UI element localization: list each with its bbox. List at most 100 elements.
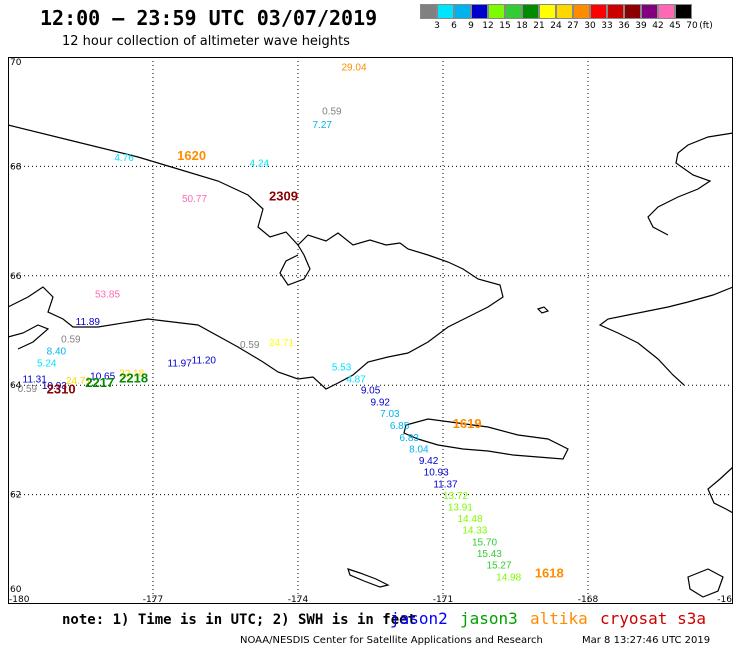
wave-height-map: -180 -177 -174 -171 -168 -16 70 68 66 64 62 60 29.… xyxy=(8,57,733,604)
wave-height-value: 24.71 xyxy=(269,338,294,349)
legend-label-27: 27 xyxy=(567,21,579,31)
wave-height-value: 24.71 xyxy=(66,376,91,387)
wave-height-value: 11.20 xyxy=(192,355,217,366)
satellite-altika: altika xyxy=(530,609,588,628)
wave-height-value: 0.59 xyxy=(61,335,81,346)
legend-swatch-3 xyxy=(420,4,437,19)
wave-height-value: 10.65 xyxy=(90,372,115,383)
wave-height-value: 13.72 xyxy=(443,491,468,502)
note-text: note: 1) Time is in UTC; 2) SWH is in fe… xyxy=(62,612,417,628)
wave-height-value: 4.24 xyxy=(250,158,270,169)
legend-label-30: 30 xyxy=(584,21,596,31)
wave-height-value: 15.43 xyxy=(477,549,502,560)
coastline-chukotka-south xyxy=(8,242,504,390)
map-title: 12:00 — 23:59 UTC 03/07/2019 xyxy=(40,6,378,30)
wave-height-value: 29.04 xyxy=(342,63,367,74)
satellite-jason3: jason3 xyxy=(460,609,518,628)
coastline-nunivak xyxy=(687,568,724,598)
pass-number-label: 2310 xyxy=(47,381,76,396)
y-tick-label: 70 xyxy=(10,58,22,68)
map-frame xyxy=(8,57,733,604)
legend-label-45: 45 xyxy=(669,21,681,31)
legend-label-6: 6 xyxy=(451,21,457,31)
legend-label-3: 3 xyxy=(434,21,440,31)
wave-height-value: 10.93 xyxy=(424,467,449,478)
wave-height-value: 14.98 xyxy=(496,572,521,583)
wave-height-value: 10.93 xyxy=(42,381,67,392)
legend-swatch-36 xyxy=(607,4,624,19)
wave-height-value: 9.05 xyxy=(361,385,381,396)
legend-unit: (ft) xyxy=(699,21,713,31)
color-legend xyxy=(420,4,692,19)
wave-height-value: 14.48 xyxy=(458,514,483,525)
legend-swatch-15 xyxy=(488,4,505,19)
legend-swatch-21 xyxy=(522,4,539,19)
x-tick-label: -171 xyxy=(433,595,453,604)
legend-label-15: 15 xyxy=(499,21,511,31)
latitude-ticks: 70 68 66 64 62 60 xyxy=(10,58,22,595)
legend-swatch-27 xyxy=(556,4,573,19)
wave-height-value: 4.87 xyxy=(346,374,366,385)
wave-height-value: 6.83 xyxy=(400,433,420,444)
coastline-st-matthew xyxy=(347,568,390,588)
wave-height-value: 7.03 xyxy=(380,409,400,420)
y-tick-label: 60 xyxy=(10,585,22,595)
pass-number-label: 2217 xyxy=(85,375,114,390)
coastline-chukotka-inlet xyxy=(279,244,311,286)
coastlines xyxy=(8,124,733,598)
pass-labels: 1620 2309 1619 1618 2218 2217 2310 xyxy=(47,148,564,581)
legend-label-36: 36 xyxy=(618,21,630,31)
legend-swatch-24 xyxy=(539,4,556,19)
coastline-alaska-north xyxy=(647,132,733,236)
coastline-alaska-south xyxy=(707,466,733,514)
graticule xyxy=(8,57,733,604)
timestamp-text: Mar 8 13:27:46 UTC 2019 xyxy=(582,635,711,646)
wave-height-value: 4.76 xyxy=(114,153,134,164)
y-tick-label: 66 xyxy=(10,272,22,282)
wave-height-value: 11.89 xyxy=(76,317,101,328)
legend-label-18: 18 xyxy=(516,21,528,31)
wave-height-value: 13.91 xyxy=(448,502,473,513)
wave-height-value: 9.92 xyxy=(371,397,391,408)
legend-swatch-12 xyxy=(471,4,488,19)
coastline-west-stub xyxy=(8,324,50,350)
x-tick-label: -177 xyxy=(143,595,163,604)
legend-swatch-70 xyxy=(675,4,692,19)
wave-height-value: 9.42 xyxy=(419,456,439,467)
legend-label-24: 24 xyxy=(550,21,562,31)
longitude-ticks: -180 -177 -174 -171 -168 -16 xyxy=(9,595,732,604)
legend-swatch-42 xyxy=(641,4,658,19)
legend-label-9: 9 xyxy=(468,21,474,31)
satellite-jason2: jason2 xyxy=(390,609,448,628)
y-tick-label: 64 xyxy=(10,381,22,391)
wave-height-value: 22.18 xyxy=(119,368,144,379)
legend-swatch-6 xyxy=(437,4,454,19)
wave-height-value: 5.24 xyxy=(37,359,57,370)
legend-swatch-33 xyxy=(590,4,607,19)
x-tick-label: -174 xyxy=(288,595,309,604)
pass-number-label: 2309 xyxy=(269,188,298,203)
y-tick-label: 62 xyxy=(10,491,21,501)
x-tick-label: -168 xyxy=(578,595,599,604)
wave-height-value: 0.59 xyxy=(322,106,342,117)
legend-label-21: 21 xyxy=(533,21,545,31)
wave-height-value: 15.27 xyxy=(487,560,512,571)
y-tick-label: 68 xyxy=(10,162,22,172)
wave-height-value: 11.37 xyxy=(433,479,458,490)
wave-height-value: 11.97 xyxy=(168,359,193,370)
satellite-cryosat-s3a: cryosat s3a xyxy=(600,609,706,628)
wave-height-value: 53.85 xyxy=(95,290,120,301)
legend-swatch-30 xyxy=(573,4,590,19)
pass-number-label: 2218 xyxy=(119,370,148,385)
legend-swatch-45 xyxy=(658,4,675,19)
wave-height-value: 8.04 xyxy=(409,444,429,455)
wave-height-value: 0.59 xyxy=(18,384,38,395)
pass-number-label: 1620 xyxy=(177,148,206,163)
wave-height-value: 50.77 xyxy=(182,194,207,205)
wave-height-value: 11.31 xyxy=(23,374,48,385)
legend-swatch-9 xyxy=(454,4,471,19)
legend-label-42: 42 xyxy=(652,21,664,31)
x-tick-label: -16 xyxy=(717,595,732,604)
wave-height-value: 0.59 xyxy=(240,340,260,351)
legend-label-70: 70 xyxy=(686,21,698,31)
